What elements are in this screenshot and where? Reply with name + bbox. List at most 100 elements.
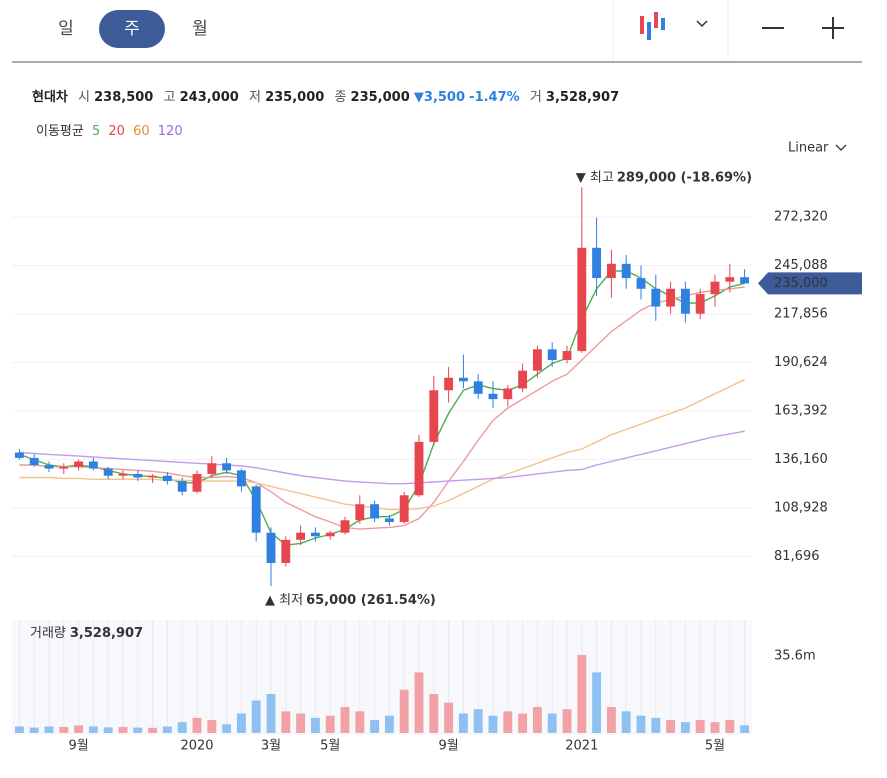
volume-bar (88, 726, 98, 733)
scale-mode[interactable]: Linear (788, 141, 829, 156)
high-value: 243,000 (179, 90, 239, 105)
candle-body (236, 470, 246, 487)
close-value: 235,000 (350, 90, 410, 105)
volume-bar (621, 711, 631, 733)
y-tick-label: 163,392 (774, 403, 828, 418)
candle-body (14, 452, 24, 458)
volume-bar (340, 707, 350, 733)
candle-body (296, 532, 306, 540)
candle-body (325, 532, 335, 537)
moving-average-line (19, 286, 745, 530)
y-tick-label: 108,928 (774, 500, 828, 515)
y-tick-label: 81,696 (774, 549, 820, 564)
candle-body (577, 247, 587, 352)
volume-bar (488, 715, 498, 733)
tab-day[interactable]: 일 (58, 19, 74, 39)
candle-body (606, 263, 616, 279)
candle-body (44, 465, 54, 469)
x-tick-label: 2021 (565, 739, 598, 754)
candle-body (592, 247, 602, 279)
volume-bar (281, 711, 291, 733)
volume-bar (592, 672, 602, 733)
volume-bar (177, 722, 187, 733)
volume-bar (207, 720, 217, 733)
y-tick-label: 190,624 (774, 355, 828, 370)
y-tick-label: 245,088 (774, 258, 828, 273)
volume-bar (695, 720, 705, 733)
candle-body (414, 441, 424, 496)
volume-bar (606, 707, 616, 733)
candle-body (355, 504, 365, 521)
candle-body (266, 532, 276, 563)
candle-body (444, 377, 454, 391)
volume-bar (59, 726, 69, 733)
volume-bar (384, 715, 394, 733)
open-label: 시 (78, 90, 90, 105)
candle-body (725, 277, 735, 282)
volume-bar (399, 689, 409, 733)
tab-month[interactable]: 월 (192, 19, 208, 39)
ma-5: 5 (91, 124, 101, 139)
ma-60: 60 (133, 124, 150, 139)
last-price-label: 235,000 (774, 276, 828, 291)
x-tick-label: 9월 (438, 739, 458, 754)
ma-120: 120 (157, 124, 183, 139)
y-tick-label: 272,320 (774, 209, 828, 224)
volume-bar (251, 700, 261, 733)
candle-body (399, 495, 409, 523)
volume-bar (651, 717, 661, 733)
candle-body (384, 518, 394, 523)
volume-bar (725, 720, 735, 733)
last-price-tag (758, 272, 862, 295)
high-annotation-text: ▼ 최고 (576, 170, 614, 185)
tab-week[interactable]: 주 (99, 10, 165, 48)
volume-bar (162, 726, 172, 733)
x-tick-label: 2020 (180, 739, 213, 754)
candle-body (222, 463, 232, 471)
volume-bar (296, 713, 306, 733)
candle-body (74, 461, 84, 467)
volume-bar (266, 694, 276, 733)
moving-average-line (19, 270, 745, 546)
candle-body (473, 381, 483, 394)
volume-bar (148, 727, 158, 733)
zoom-in[interactable] (822, 17, 844, 39)
change: ▼3,500 (413, 90, 466, 105)
open-value: 238,500 (94, 90, 154, 105)
candle-body (651, 288, 661, 307)
volume-bar (680, 722, 690, 733)
candle-body (118, 473, 128, 476)
y-tick-label: 217,856 (774, 306, 828, 321)
candle-body (488, 393, 498, 400)
candle-body (310, 532, 320, 537)
candle-body (162, 475, 172, 482)
volume-bar (562, 709, 572, 733)
y-tick-label: 136,160 (774, 452, 828, 467)
chart-type-icon[interactable] (640, 12, 708, 40)
candle-body (177, 481, 187, 492)
candle-body (636, 278, 646, 289)
volume-bar (310, 717, 320, 733)
volume-bar (710, 722, 720, 733)
volume-bar (222, 724, 232, 733)
candle-body (29, 457, 39, 466)
volume-title: 거래량 3,528,907 (30, 626, 143, 641)
volume-bar (325, 715, 335, 733)
volume-bar (29, 727, 39, 733)
candle-body (88, 461, 98, 469)
volume-tick-label: 35.6m (774, 648, 816, 663)
candle-body (666, 288, 676, 307)
moving-average-line (19, 378, 745, 511)
candle-body (503, 388, 513, 400)
volume-value: 3,528,907 (545, 90, 620, 105)
volume-bar (414, 672, 424, 733)
volume-bar (74, 725, 84, 733)
high-annotation: ▼ 최고 289,000 (-18.69%) (576, 170, 752, 185)
x-tick-label: 9월 (68, 739, 88, 754)
volume-label: 거 (529, 90, 542, 105)
candle-body (740, 277, 750, 284)
volume-bar (577, 655, 587, 733)
scale-caret[interactable] (835, 144, 847, 151)
volume-bar (666, 720, 676, 733)
